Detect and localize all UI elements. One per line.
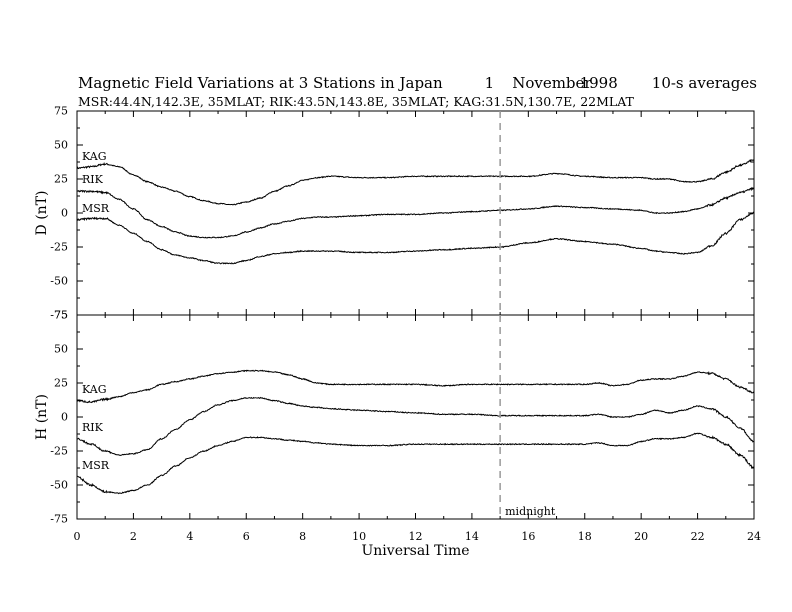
chart-title: Magnetic Field Variations at 3 Stations …: [78, 76, 757, 91]
panel-0-ytick-label: 75: [54, 104, 68, 118]
panel-1-frame: [76, 314, 755, 520]
panel-0-ytick-label: -75: [50, 308, 68, 322]
panel-0-ytick-label: -25: [50, 240, 68, 254]
xtick-label: 22: [690, 530, 705, 543]
x-axis-label: Universal Time: [361, 543, 470, 559]
xtick-label: 4: [186, 530, 194, 543]
title-month: November: [512, 74, 592, 92]
panel-1-ytick-label: -75: [50, 512, 68, 526]
panel-0-label-rik: RIK: [82, 173, 103, 187]
panel-1-ytick-label: 25: [54, 376, 68, 390]
panel-1-ytick-label: -50: [50, 478, 68, 492]
panel-0-ytick-label: 50: [54, 138, 68, 152]
panel-0-series-msr: [76, 211, 755, 265]
xtick-label: 18: [577, 530, 592, 543]
panel-0-ytick-label: 0: [61, 206, 68, 220]
panel-1-ytick-label: 50: [54, 342, 68, 356]
panel-1-label-msr: MSR: [82, 458, 110, 472]
panel-1-series-kag: [76, 369, 755, 404]
panel-0-series-rik: [76, 186, 755, 239]
panel-1-ytick-label: 75: [54, 308, 68, 322]
title-day: 1: [484, 74, 495, 92]
panel-1-ylabel: H (nT): [34, 394, 50, 440]
midnight-label: midnight: [505, 505, 556, 518]
xtick-label: 20: [634, 530, 649, 543]
panel-1-ytick-label: -25: [50, 444, 68, 458]
panel-0-label-kag: KAG: [82, 150, 107, 164]
panel-1-ytick-label: 0: [61, 410, 68, 424]
panel-0-ylabel: D (nT): [34, 190, 50, 236]
xtick-label: 24: [747, 530, 761, 543]
panel-1-label-kag: KAG: [82, 382, 107, 396]
title-averages: 10-s averages: [651, 74, 757, 92]
xtick-label: 14: [464, 530, 479, 543]
panel-0-label-msr: MSR: [82, 201, 110, 215]
panel-0-series-kag: [76, 159, 755, 206]
xtick-label: 16: [521, 530, 536, 543]
panel-1-label-rik: RIK: [82, 420, 103, 434]
xtick-label: 10: [352, 530, 367, 543]
title-main: Magnetic Field Variations at 3 Stations …: [78, 74, 443, 92]
panel-1-series-rik: [76, 396, 755, 456]
xtick-label: 0: [73, 530, 81, 543]
panel-0-ytick-label: 25: [54, 172, 68, 186]
panel-1-series-msr: [76, 432, 755, 495]
title-year: 1998: [579, 74, 618, 92]
chart-subtitle: MSR:44.4N,142.3E, 35MLAT; RIK:43.5N,143.…: [78, 94, 634, 109]
xtick-label: 2: [129, 530, 137, 543]
xtick-label: 12: [408, 530, 423, 543]
xtick-label: 6: [242, 530, 250, 543]
panel-0-ytick-label: -50: [50, 274, 68, 288]
xtick-label: 8: [299, 530, 307, 543]
